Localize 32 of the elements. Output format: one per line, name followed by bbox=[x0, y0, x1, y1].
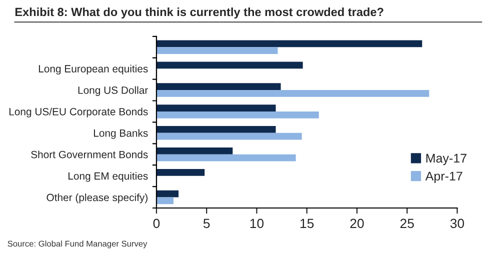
bar bbox=[156, 190, 179, 198]
bar bbox=[156, 197, 174, 204]
x-tick-label: 0 bbox=[153, 218, 160, 228]
legend-label: Apr-17 bbox=[425, 172, 462, 184]
bar bbox=[156, 154, 296, 162]
y-tick-label: Long European equities bbox=[38, 64, 148, 75]
x-tick-label: 15 bbox=[300, 218, 314, 228]
x-tick-label: 20 bbox=[350, 218, 364, 228]
y-tick-label: Long Banks bbox=[94, 129, 148, 139]
y-tick-label: Short Government Bonds bbox=[31, 150, 148, 158]
bar bbox=[156, 47, 278, 54]
x-tick-label: 25 bbox=[400, 218, 414, 228]
x-tick-label: 10 bbox=[250, 218, 264, 228]
bar bbox=[156, 90, 430, 97]
bar bbox=[156, 126, 276, 133]
bar bbox=[156, 83, 281, 90]
bar bbox=[156, 148, 233, 154]
y-tick-label: Long US/EU Corporate Bonds bbox=[9, 108, 148, 118]
bar bbox=[156, 111, 319, 118]
bar bbox=[156, 132, 302, 140]
chart-title: Exhibit 8: What do you think is currently the most crowded trade? bbox=[15, 8, 384, 18]
x-tick-label: 5 bbox=[203, 218, 210, 228]
source-note: Source: Global Fund Manager Survey bbox=[8, 240, 148, 248]
legend-label: May-17 bbox=[426, 154, 466, 166]
y-tick-label: Long EM equities bbox=[68, 172, 148, 182]
bar bbox=[156, 40, 422, 48]
bar bbox=[156, 168, 205, 176]
x-tick-label: 30 bbox=[450, 218, 464, 228]
y-tick-label: Other (please specify) bbox=[46, 194, 148, 204]
bar bbox=[156, 104, 276, 112]
y-tick-label: Long US Dollar bbox=[78, 86, 148, 96]
bar bbox=[156, 62, 303, 69]
